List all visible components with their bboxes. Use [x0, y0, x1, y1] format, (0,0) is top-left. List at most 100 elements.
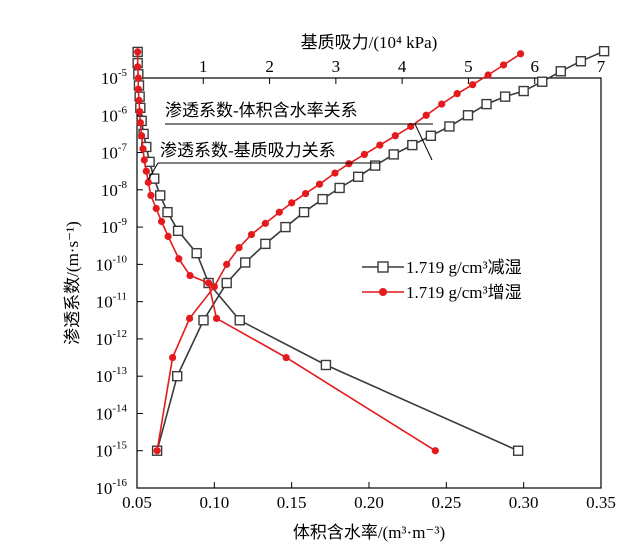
- y-axis-tick-label: 10-6: [101, 104, 128, 125]
- series-line-wetting: [136, 51, 436, 452]
- data-point-drying: [575, 56, 587, 67]
- data-point-wetting: [499, 61, 508, 69]
- data-point-wetting: [152, 204, 160, 213]
- data-point-drying: [191, 247, 202, 259]
- data-point-wetting: [360, 150, 368, 159]
- bottom-axis-tick-label: 0.15: [277, 493, 307, 512]
- data-point-wetting: [223, 260, 231, 268]
- bottom-axis-tick-label: 0.25: [431, 493, 461, 512]
- data-point-drying: [555, 66, 566, 77]
- annotation-leader-line: [414, 123, 433, 161]
- data-point-wetting: [247, 230, 256, 239]
- data-point-drying: [221, 277, 232, 289]
- data-point-wetting: [261, 219, 269, 227]
- bottom-axis-tick-label: 0.30: [509, 493, 539, 512]
- annotation-suction: 渗透系数-基质吸力关系: [147, 141, 380, 181]
- legend-marker-circle: [379, 288, 387, 296]
- data-point-wetting: [469, 81, 477, 89]
- top-axis-tick-label: 3: [332, 57, 341, 76]
- data-point-wetting: [422, 111, 430, 119]
- legend-label: 1.719 g/cm³减湿: [406, 258, 522, 277]
- data-point-drying: [334, 182, 345, 194]
- data-point-drying: [444, 121, 455, 132]
- data-point-drying: [234, 315, 245, 326]
- data-point-wetting: [235, 243, 243, 252]
- top-axis-tick-label: 5: [464, 57, 473, 76]
- data-point-drying: [298, 206, 310, 218]
- data-point-wetting: [331, 169, 339, 177]
- data-point-wetting: [288, 199, 296, 207]
- data-point-wetting: [134, 48, 142, 56]
- data-point-drying: [320, 359, 332, 371]
- top-axis-label: 基质吸力/(10⁴ kPa): [301, 33, 438, 52]
- data-point-wetting: [134, 85, 142, 93]
- data-point-drying: [172, 225, 184, 237]
- data-point-drying: [149, 173, 160, 184]
- data-point-drying: [317, 193, 328, 205]
- data-point-wetting: [136, 107, 144, 116]
- y-axis-tick-label: 10-14: [95, 402, 127, 423]
- annotation-water-content: 渗透系数-体积含水率关系: [165, 101, 433, 161]
- top-axis-tick-label: 7: [597, 57, 606, 76]
- annotation-label: 渗透系数-基质吸力关系: [160, 141, 336, 160]
- data-point-wetting: [175, 255, 183, 263]
- data-point-drying: [462, 110, 474, 121]
- annotation-leader-line: [147, 162, 159, 181]
- y-axis-tick-label: 10-9: [101, 216, 128, 237]
- data-point-wetting: [186, 271, 194, 280]
- data-point-drying: [280, 221, 291, 233]
- top-axis-tick-label: 6: [530, 57, 539, 76]
- series-layer: [132, 45, 610, 456]
- y-axis-tick-label: 10-8: [101, 179, 128, 200]
- y-axis-tick-label: 10-10: [95, 253, 127, 274]
- data-point-wetting: [157, 217, 166, 226]
- bottom-axis-tick-label: 0.20: [354, 493, 384, 512]
- data-point-wetting: [516, 50, 525, 58]
- annotation-label: 渗透系数-体积含水率关系: [165, 101, 358, 120]
- bottom-axis-tick-label: 0.10: [199, 493, 229, 512]
- data-point-wetting: [164, 232, 172, 241]
- y-axis-tick-label: 10-16: [95, 477, 127, 498]
- data-point-wetting: [204, 279, 213, 287]
- legend-entry-wetting: 1.719 g/cm³增湿: [362, 283, 522, 302]
- data-point-wetting: [147, 191, 155, 200]
- data-point-wetting: [136, 119, 144, 127]
- top-axis-tick-label: 1: [199, 57, 208, 76]
- data-point-wetting: [142, 167, 150, 175]
- y-axis-tick-label: 10-5: [101, 67, 128, 88]
- data-point-drying: [481, 98, 492, 110]
- data-point-wetting: [391, 132, 399, 140]
- y-axis-tick-label: 10-15: [95, 440, 127, 461]
- data-point-wetting: [376, 141, 384, 149]
- y-axis-tick-label: 10-12: [95, 328, 127, 349]
- data-point-drying: [537, 76, 548, 87]
- data-point-wetting: [135, 96, 143, 104]
- bottom-axis-label: 体积含水率/(m³·m⁻³): [293, 523, 445, 542]
- data-point-drying: [162, 206, 173, 218]
- data-point-wetting: [212, 314, 221, 323]
- legend: 1.719 g/cm³减湿 1.719 g/cm³增湿: [362, 258, 522, 302]
- data-point-wetting: [168, 353, 177, 362]
- data-point-wetting: [315, 180, 324, 188]
- data-point-wetting: [134, 63, 142, 71]
- top-axis-tick-label: 4: [398, 57, 407, 76]
- data-point-drying: [425, 130, 437, 141]
- bottom-axis-tick-label: 0.35: [586, 493, 616, 512]
- legend-entry-drying: 1.719 g/cm³减湿: [362, 258, 522, 277]
- data-point-wetting: [438, 100, 446, 108]
- data-point-drying: [598, 45, 610, 57]
- data-point-wetting: [138, 132, 146, 140]
- y-axis-tick-label: 10-13: [95, 365, 127, 386]
- data-point-drying: [407, 139, 418, 151]
- y-axis-tick-label: 10-11: [96, 291, 127, 312]
- data-point-wetting: [282, 353, 290, 362]
- data-point-wetting: [431, 447, 439, 455]
- data-point-wetting: [453, 90, 461, 98]
- data-point-drying: [172, 370, 183, 382]
- y-axis-tick-label: 10-7: [101, 142, 128, 163]
- y-axis-label: 渗透系数/(m·s⁻¹): [63, 221, 82, 345]
- data-point-wetting: [185, 314, 194, 323]
- data-point-wetting: [153, 447, 161, 455]
- data-point-drying: [512, 445, 524, 456]
